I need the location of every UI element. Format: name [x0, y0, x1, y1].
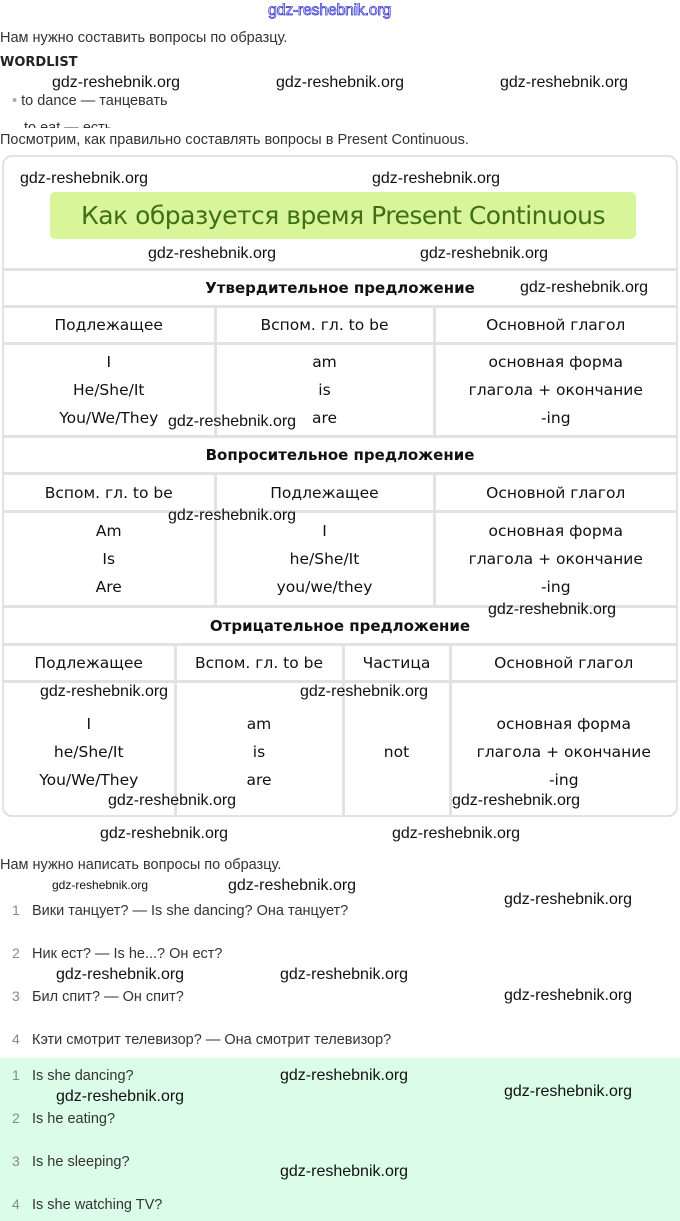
column-header: Подлежащее — [4, 305, 217, 345]
question-item: 1 Вики танцует? — Is she dancing? Она тан… — [12, 902, 349, 919]
watermark: gdz-reshebnik.org — [276, 74, 405, 91]
cell-aux: Am Is Are — [4, 510, 217, 608]
negative-table: Отрицательное предложение Подлежащее Всп… — [4, 605, 676, 815]
watermark: gdz-reshebnik.org — [452, 792, 581, 809]
column-header: Подлежащее — [213, 472, 436, 513]
question-item: 3 Бил спит? — Он спит? — [12, 988, 184, 1005]
watermark: gdz-reshebnik.org — [280, 1067, 409, 1084]
section-heading: Отрицательное предложение — [4, 605, 676, 646]
watermark: gdz-reshebnik.org — [52, 878, 149, 892]
wordlist-heading: WORDLIST — [0, 55, 78, 70]
watermark-logo: gdz-reshebnik.org — [268, 2, 392, 20]
question-item: 4 Кэти смотрит телевизор? — Она смотрит т… — [12, 1031, 392, 1048]
cell-aux: am is are — [173, 680, 345, 815]
cell-aux: am is are — [213, 342, 436, 438]
interrogative-table: Вопросительное предложение Вспом. гл. to… — [4, 435, 676, 608]
column-header: Основной глагол — [432, 305, 676, 345]
question-item: 2 Ник ест? — Is he...? Он ест? — [12, 945, 223, 962]
answer-item: 3 Is he sleeping? — [12, 1153, 130, 1170]
section-heading: Утвердительное предложение — [4, 268, 676, 308]
wordlist-item: • to dance — танцевать — [12, 93, 168, 110]
column-header: Вспом. гл. to be — [4, 472, 217, 513]
wordlist-item-text: to dance — танцевать — [21, 93, 168, 109]
cell-subjects: I He/She/It You/We/They — [4, 342, 217, 438]
watermark: gdz-reshebnik.org — [420, 245, 549, 262]
watermark: gdz-reshebnik.org — [56, 966, 185, 983]
task-text: Нам нужно написать вопросы по образцу. — [0, 857, 282, 873]
section-heading: Вопросительное предложение — [4, 435, 676, 475]
watermark: gdz-reshebnik.org — [520, 279, 649, 296]
cell-verb: основная форма глагола + окончание -ing — [448, 680, 676, 815]
watermark: gdz-reshebnik.org — [108, 792, 237, 809]
wordlist-item: to eat — есть — [24, 120, 113, 128]
watermark: gdz-reshebnik.org — [56, 1088, 185, 1105]
column-header: Подлежащее — [4, 643, 177, 683]
table-title: Как образуется время Present Continuous — [50, 192, 636, 239]
cell-verb: основная форма глагола + окончание -ing — [432, 510, 676, 608]
watermark: gdz-reshebnik.org — [488, 601, 617, 618]
cell-particle: not — [341, 680, 452, 815]
watermark: gdz-reshebnik.org — [300, 683, 429, 700]
answer-item: 2 Is he eating? — [12, 1110, 116, 1127]
intro-text: Нам нужно составить вопросы по образцу. — [0, 30, 288, 46]
watermark: gdz-reshebnik.org — [280, 1163, 409, 1180]
watermark: gdz-reshebnik.org — [168, 507, 297, 524]
column-header: Частица — [341, 643, 452, 683]
lead-text: Посмотрим, как правильно составлять вопр… — [0, 132, 469, 148]
column-header: Вспом. гл. to be — [173, 643, 345, 683]
watermark: gdz-reshebnik.org — [504, 891, 633, 908]
column-header: Вспом. гл. to be — [213, 305, 436, 345]
watermark: gdz-reshebnik.org — [100, 825, 229, 842]
watermark: gdz-reshebnik.org — [40, 683, 169, 700]
answer-item: 4 Is she watching TV? — [12, 1196, 163, 1213]
watermark: gdz-reshebnik.org — [280, 966, 409, 983]
affirmative-table: Утвердительное предложение Подлежащее Вс… — [4, 268, 676, 438]
watermark: gdz-reshebnik.org — [504, 1083, 633, 1100]
watermark: gdz-reshebnik.org — [20, 170, 149, 187]
watermark: gdz-reshebnik.org — [504, 987, 633, 1004]
watermark: gdz-reshebnik.org — [52, 74, 181, 91]
cell-verb: основная форма глагола + окончание -ing — [432, 342, 676, 438]
grammar-table-card: Как образуется время Present Continuous … — [2, 155, 678, 817]
column-header: Основной глагол — [432, 472, 676, 513]
watermark: gdz-reshebnik.org — [372, 170, 501, 187]
watermark: gdz-reshebnik.org — [168, 413, 297, 430]
bullet-icon: • — [12, 93, 22, 109]
watermark: gdz-reshebnik.org — [228, 877, 357, 894]
watermark: gdz-reshebnik.org — [392, 825, 521, 842]
answer-item: 1 Is she dancing? — [12, 1067, 134, 1084]
column-header: Основной глагол — [448, 643, 676, 683]
answers-panel — [0, 1058, 680, 1221]
watermark: gdz-reshebnik.org — [148, 245, 277, 262]
watermark: gdz-reshebnik.org — [500, 74, 629, 91]
